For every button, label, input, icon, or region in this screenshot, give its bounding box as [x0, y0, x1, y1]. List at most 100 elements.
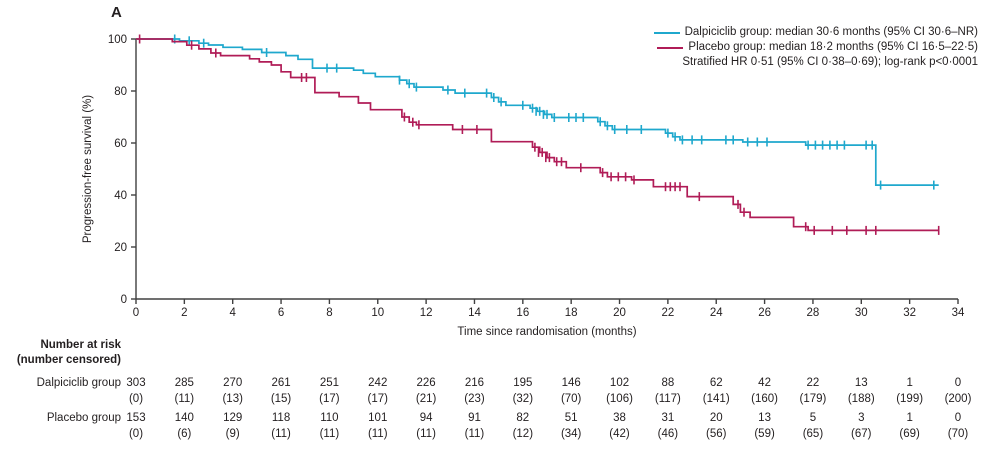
x-tick-label: 16 [516, 307, 529, 319]
risk-count: 140 [174, 412, 194, 424]
risk-count: 242 [368, 377, 388, 389]
risk-count: 195 [513, 377, 533, 389]
x-tick-label: 10 [371, 307, 384, 319]
censored-count: (46) [657, 428, 679, 440]
risk-count: 0 [954, 377, 962, 389]
risk-count: 285 [174, 377, 194, 389]
risk-count: 101 [368, 412, 388, 424]
censored-count: (12) [512, 428, 534, 440]
censored-count: (21) [415, 393, 437, 405]
x-tick-label: 22 [661, 307, 674, 319]
risk-count: 102 [609, 377, 630, 389]
survival-curve-dalpiciclib [136, 38, 939, 186]
risk-count: 62 [709, 377, 723, 389]
x-tick-label: 8 [326, 307, 332, 319]
x-tick-label: 6 [278, 307, 284, 319]
censored-count: (17) [319, 393, 340, 405]
legend-note-hr: Stratified HR 0·51 (95% CI 0·38–0·69); l… [682, 55, 978, 70]
risk-count: 82 [516, 412, 530, 424]
risk-count: 31 [661, 412, 675, 424]
risk-count: 20 [709, 412, 723, 424]
x-tick-label: 18 [565, 307, 578, 319]
censored-count: (11) [367, 428, 388, 440]
risk-count: 42 [758, 377, 771, 389]
x-tick-label: 2 [181, 307, 187, 319]
risk-row-label-dalpiciclib: Dalpiciclib group [36, 377, 121, 389]
censored-count: (11) [174, 393, 195, 405]
censored-count: (23) [464, 393, 485, 405]
censored-count: (106) [606, 393, 633, 405]
censored-count: (117) [654, 393, 681, 405]
censored-count: (11) [319, 428, 340, 440]
legend-item-dalpiciclib: Dalpiciclib group: median 30·6 months (9… [653, 25, 978, 40]
y-tick-label: 0 [121, 294, 127, 306]
risk-count: 226 [416, 377, 436, 389]
censored-count: (13) [222, 393, 243, 405]
hr-logrank-text: Stratified HR 0·51 (95% CI 0·38–0·69); l… [682, 56, 978, 68]
censored-count: (200) [944, 393, 972, 405]
risk-table-title: Number at risk [40, 339, 121, 351]
risk-count: 146 [561, 377, 581, 389]
censored-count: (0) [128, 393, 144, 405]
risk-count: 153 [126, 412, 146, 424]
x-tick-label: 32 [903, 307, 916, 319]
x-tick-label: 30 [855, 307, 868, 319]
censored-count: (179) [799, 393, 827, 405]
risk-count: 1 [906, 412, 913, 424]
x-tick-label: 0 [133, 307, 139, 319]
x-tick-label: 28 [807, 307, 820, 319]
risk-count: 216 [464, 377, 485, 389]
risk-count: 110 [320, 412, 339, 424]
risk-count: 3 [858, 412, 865, 424]
y-tick-label: 40 [114, 190, 127, 202]
x-tick-label: 12 [420, 307, 433, 319]
censored-count: (160) [751, 393, 778, 405]
survival-curve-placebo [136, 38, 939, 232]
censored-count: (34) [560, 428, 582, 440]
censored-count: (11) [416, 428, 436, 440]
risk-count: 22 [806, 377, 820, 389]
censored-count: (9) [225, 428, 240, 440]
y-tick-label: 100 [108, 34, 127, 46]
legend: Dalpiciclib group: median 30·6 months (9… [653, 25, 978, 70]
x-tick-label: 4 [230, 307, 237, 319]
legend-label-dalpiciclib: Dalpiciclib group: median 30·6 months (9… [684, 26, 978, 38]
censored-count: (199) [896, 393, 924, 405]
risk-count: 261 [271, 377, 291, 389]
x-axis-title: Time since randomisation (months) [457, 326, 637, 338]
risk-count: 13 [758, 412, 771, 424]
censored-count: (11) [464, 428, 485, 440]
censored-count: (0) [128, 428, 144, 440]
censored-count: (67) [851, 428, 872, 440]
y-tick-label: 80 [114, 86, 127, 98]
censored-count: (70) [560, 393, 582, 405]
censored-count: (65) [802, 428, 824, 440]
x-tick-label: 20 [613, 307, 626, 319]
y-tick-label: 20 [114, 242, 127, 254]
risk-count: 129 [223, 412, 243, 424]
risk-count: 270 [223, 377, 243, 389]
censored-count: (56) [706, 428, 727, 440]
risk-table-header: Number at risk (number censored) [0, 338, 121, 368]
censored-count: (42) [609, 428, 630, 440]
risk-count: 5 [809, 412, 817, 424]
panel-label: A [111, 4, 122, 21]
risk-count: 91 [468, 412, 481, 424]
legend-label-placebo: Placebo group: median 18·2 months (95% C… [688, 41, 978, 53]
risk-count: 88 [661, 377, 675, 389]
risk-count: 1 [906, 377, 913, 389]
dalpiciclib-line-swatch [653, 31, 680, 34]
censored-count: (32) [512, 393, 534, 405]
censored-count: (6) [177, 428, 192, 440]
placebo-line-swatch [657, 46, 684, 49]
x-tick-label: 24 [710, 307, 723, 319]
risk-count: 118 [271, 412, 291, 424]
censored-count: (69) [899, 428, 920, 440]
risk-row-label-placebo: Placebo group [46, 412, 121, 424]
risk-count: 51 [564, 412, 578, 424]
x-tick-label: 14 [468, 307, 481, 319]
censored-count: (11) [271, 428, 291, 440]
risk-count: 0 [954, 412, 962, 424]
